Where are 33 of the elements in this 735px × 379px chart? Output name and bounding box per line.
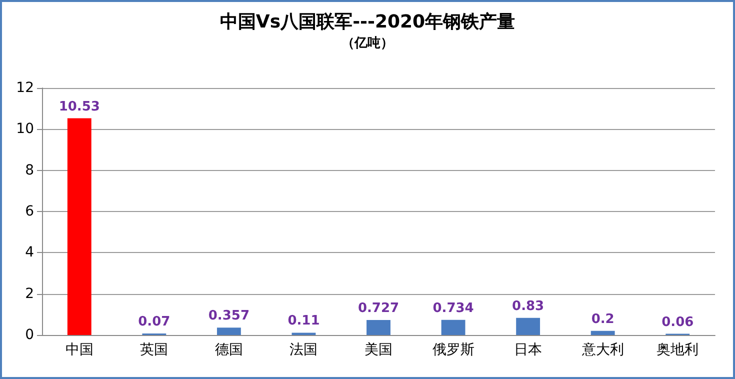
x-tick-label: 日本 bbox=[514, 342, 542, 358]
y-tick-label: 10 bbox=[16, 121, 34, 138]
data-label: 10.53 bbox=[58, 99, 100, 114]
data-label: 0.357 bbox=[208, 308, 250, 324]
y-tick-label: 0 bbox=[25, 327, 34, 343]
x-tick-label: 中国 bbox=[65, 342, 94, 358]
chart-subtitle: （亿吨） bbox=[342, 36, 394, 51]
data-label: 0.2 bbox=[591, 312, 614, 327]
y-tick-label: 2 bbox=[25, 286, 34, 302]
y-tick-label: 4 bbox=[25, 244, 34, 261]
x-tick-label: 法国 bbox=[290, 342, 318, 358]
bar bbox=[216, 328, 241, 335]
data-label: 0.727 bbox=[358, 301, 400, 316]
bar bbox=[441, 320, 466, 335]
data-label: 0.07 bbox=[138, 314, 170, 330]
bar bbox=[67, 118, 92, 335]
data-label: 0.11 bbox=[288, 314, 320, 329]
x-tick-label: 俄罗斯 bbox=[432, 342, 474, 358]
x-tick-label: 意大利 bbox=[580, 342, 624, 358]
bar bbox=[516, 318, 540, 335]
y-tick-label: 12 bbox=[16, 80, 34, 96]
x-tick-label: 英国 bbox=[140, 342, 168, 358]
x-tick-label: 奥地利 bbox=[656, 342, 699, 358]
data-label: 0.06 bbox=[662, 314, 694, 330]
data-label: 0.734 bbox=[432, 300, 474, 316]
y-tick-label: 6 bbox=[25, 204, 34, 220]
chart-title: 中国Vs八国联军---2020年钢铁产量 bbox=[220, 12, 516, 32]
y-tick-label: 8 bbox=[25, 162, 34, 178]
bar bbox=[590, 330, 615, 335]
x-tick-label: 美国 bbox=[364, 342, 392, 358]
x-tick-label: 德国 bbox=[214, 342, 243, 358]
data-label: 0.83 bbox=[512, 298, 544, 314]
bar bbox=[366, 320, 390, 335]
